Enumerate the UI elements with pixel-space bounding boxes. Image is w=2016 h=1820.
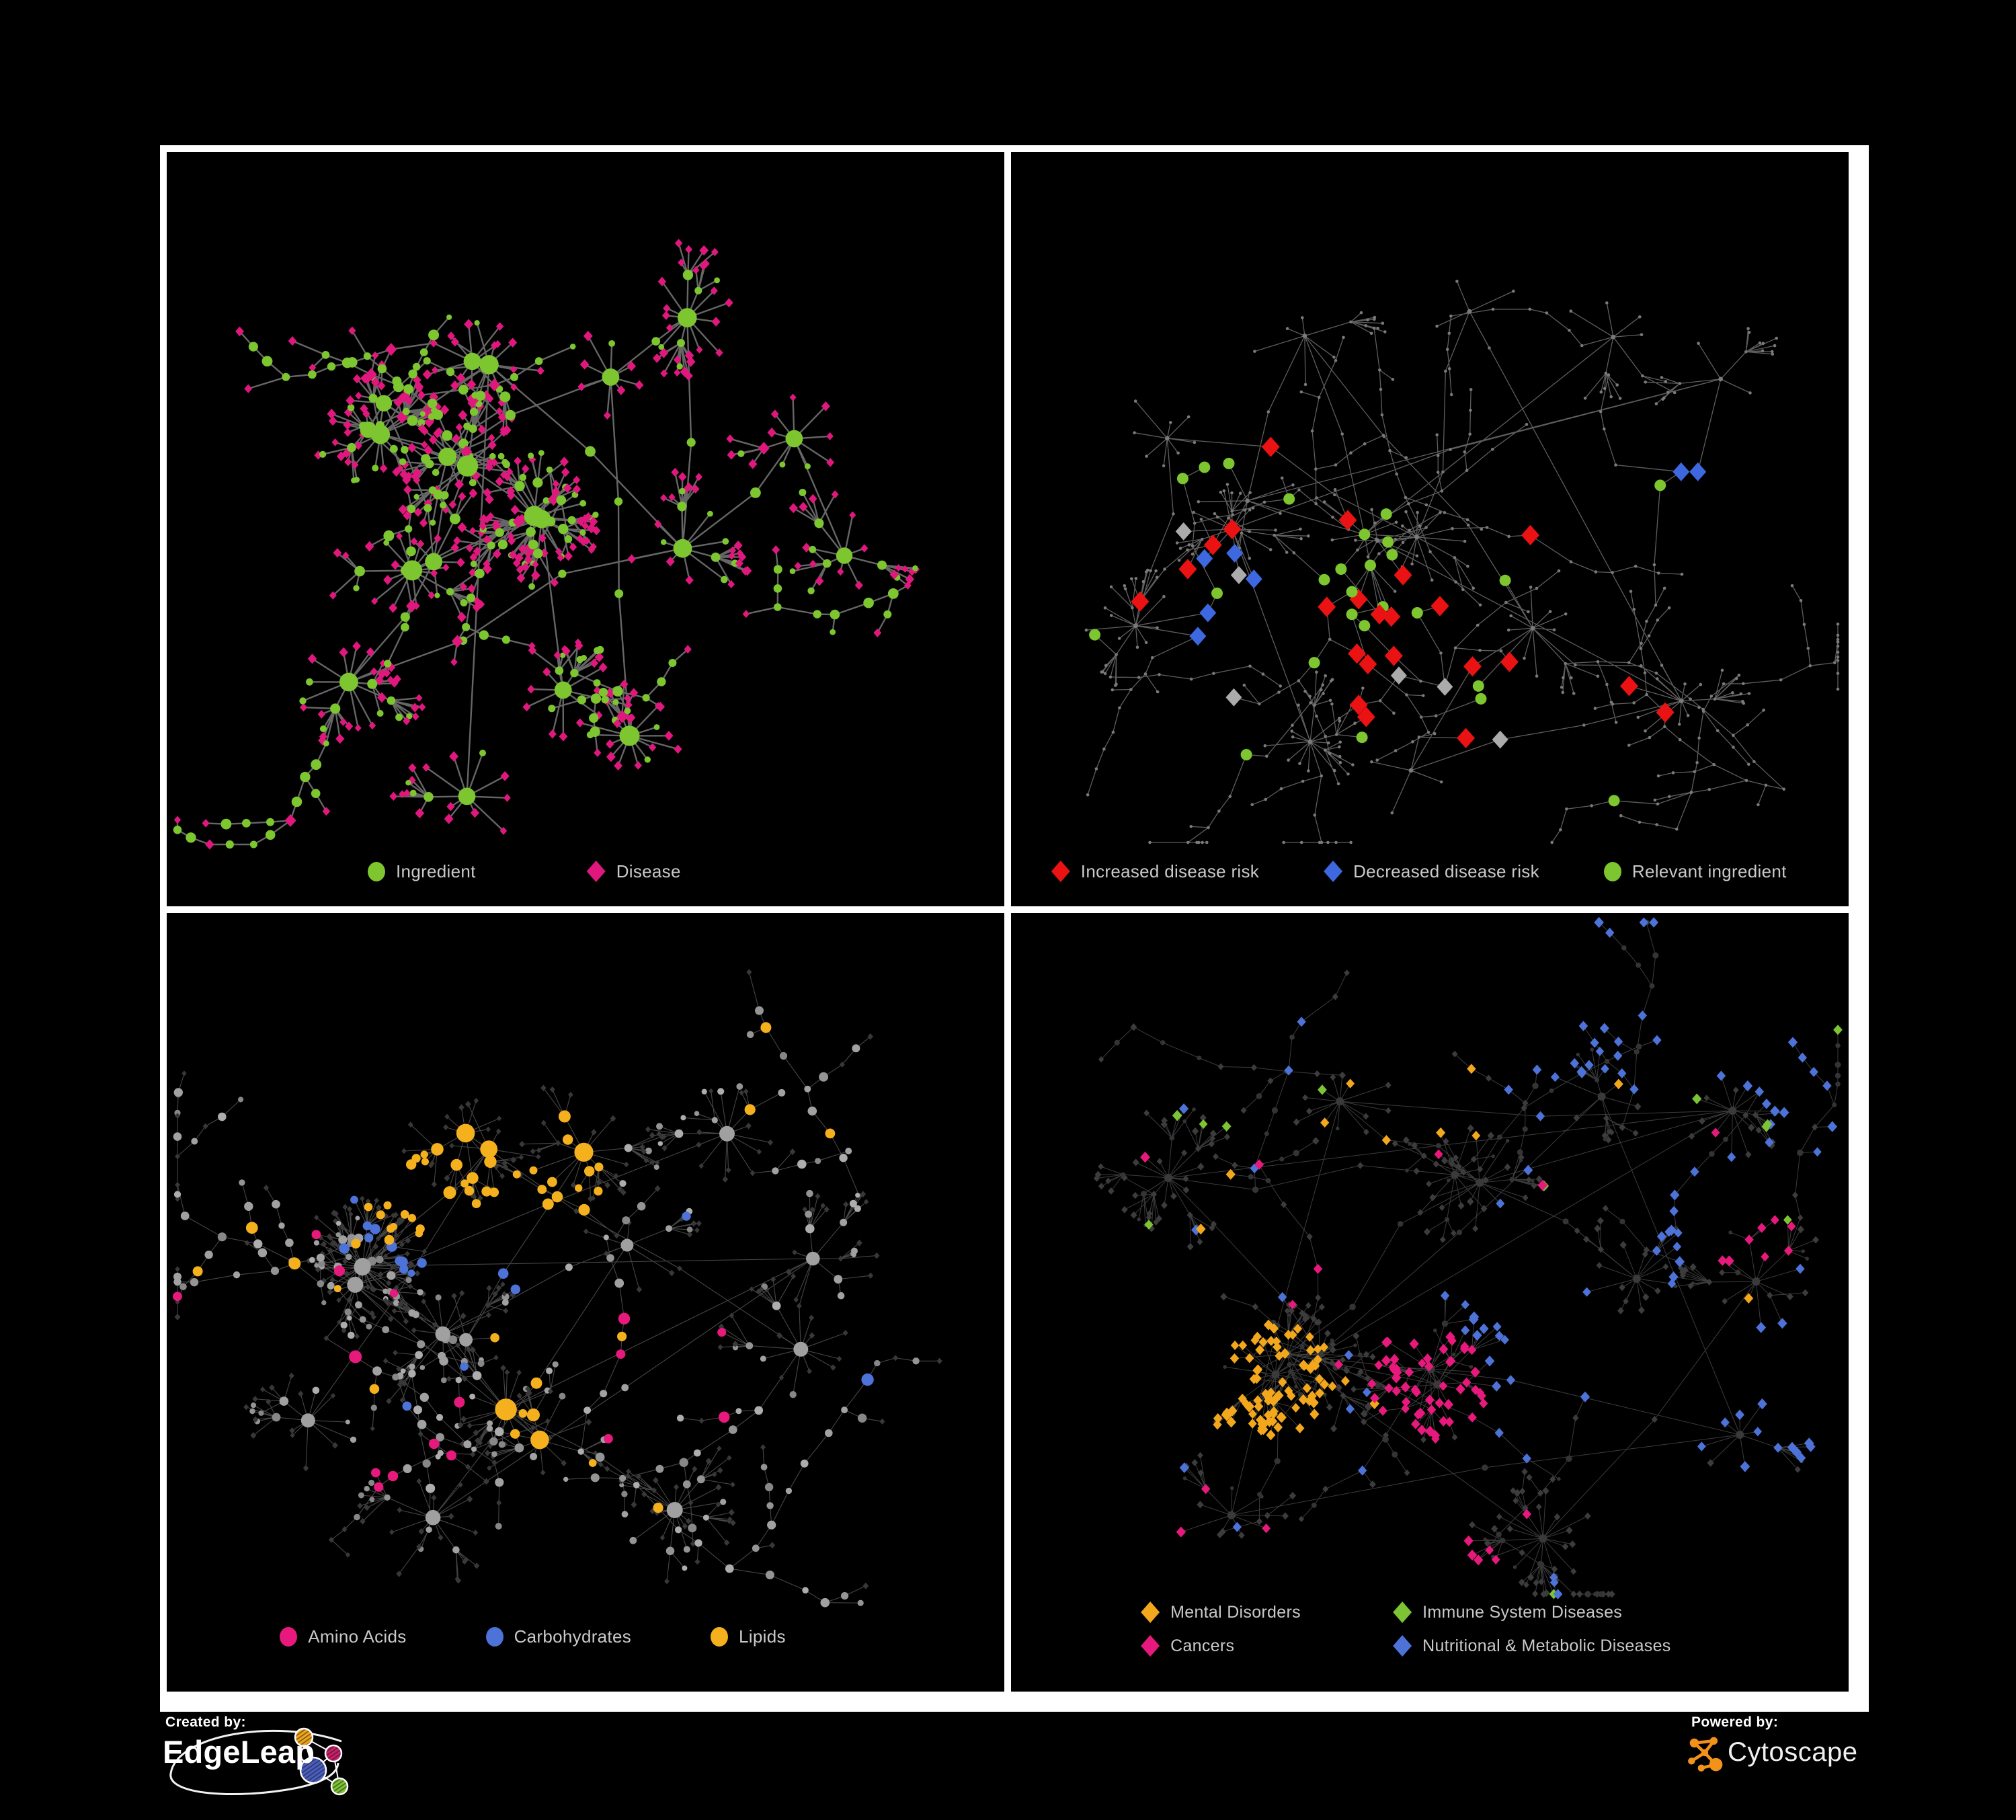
legend-item: Increased disease risk [1051,861,1259,882]
powered-by-label: Powered by: [1691,1714,1779,1730]
network-ingredient-disease [173,239,920,850]
mental-disorders-swatch-icon [1141,1601,1160,1623]
cytoscape-wordmark: Cytoscape [1728,1737,1858,1767]
legend-item: Lipids [711,1626,786,1647]
legend-item: Immune System Diseases [1393,1601,1849,1623]
panel-ingredient-classes: Amino Acids Carbohydrates Lipids [167,913,1004,1692]
legend-ingredient-classes: Amino Acids Carbohydrates Lipids [167,1626,1004,1647]
decreased-risk-swatch-icon [1324,861,1343,882]
legend-item: Relevant ingredient [1603,861,1787,882]
legend-disease-risk: Increased disease risk Decreased disease… [1011,861,1849,882]
legend-label: Relevant ingredient [1631,861,1787,881]
legend-label: Carbohydrates [514,1626,632,1647]
increased-risk-swatch-icon [1051,861,1070,882]
legend-label: Mental Disorders [1170,1602,1301,1622]
legend-label: Increased disease risk [1080,861,1260,881]
legend-label: Disease [616,861,681,881]
legend-label: Cancers [1170,1636,1235,1655]
panel-disease-risk: Increased disease risk Decreased disease… [1011,152,1849,906]
legend-label: Lipids [739,1626,786,1647]
lipids-swatch-icon [711,1627,729,1647]
cytoscape-nodes [1688,1737,1723,1772]
created-by-label: Created by: [165,1714,246,1730]
carbohydrates-swatch-icon [485,1627,503,1647]
amino-acids-swatch-icon [280,1627,298,1647]
legend-item: Cancers [1141,1635,1393,1657]
edgeleap-wordmark: EdgeLeap [163,1734,315,1770]
legend-item: Carbohydrates [485,1626,632,1647]
edgeleap-blue-node [299,1756,327,1784]
panel-ingredient-disease: Ingredient Disease [167,152,1004,906]
network-ingredient-classes [173,969,942,1608]
ingredient-swatch-icon [368,861,386,881]
legend-label: Ingredient [396,861,476,881]
edgeleap-logo-icon [169,1727,349,1796]
legend-item: Amino Acids [280,1626,406,1647]
disease-swatch-icon [586,861,606,882]
panel-disease-categories: Mental Disorders Immune System Diseases … [1011,913,1849,1692]
edgeleap-branding: Created by: EdgeLeap [161,1714,383,1812]
legend-label: Nutritional & Metabolic Diseases [1422,1636,1671,1655]
legend-disease-categories: Mental Disorders Immune System Diseases … [1011,1601,1849,1657]
nutritional-metabolic-swatch-icon [1393,1635,1412,1657]
legend-item: Mental Disorders [1141,1601,1393,1623]
legend-item: Ingredient [368,861,476,882]
network-disease-risk [1084,280,1840,844]
immune-diseases-swatch-icon [1393,1601,1412,1623]
legend-item: Decreased disease risk [1324,861,1539,882]
cytoscape-logo-icon [1688,1737,1723,1772]
cytoscape-branding: Powered by: Cytoscape [1683,1714,1885,1792]
legend-item: Nutritional & Metabolic Diseases [1393,1635,1849,1657]
edgeleap-magenta-node [324,1744,343,1763]
panel-grid: Ingredient Disease Increased disease ris… [160,145,1869,1712]
legend-item: Disease [586,861,681,882]
legend-ingredient-disease: Ingredient Disease [167,861,1004,882]
legend-label: Immune System Diseases [1422,1602,1623,1622]
cancers-swatch-icon [1141,1635,1160,1657]
relevant-ingredient-swatch-icon [1603,861,1621,881]
edgeleap-orange-node [294,1727,314,1747]
legend-label: Decreased disease risk [1353,861,1539,881]
edgeleap-green-node [330,1777,349,1796]
network-disease-categories [1093,916,1843,1599]
legend-label: Amino Acids [308,1626,407,1647]
